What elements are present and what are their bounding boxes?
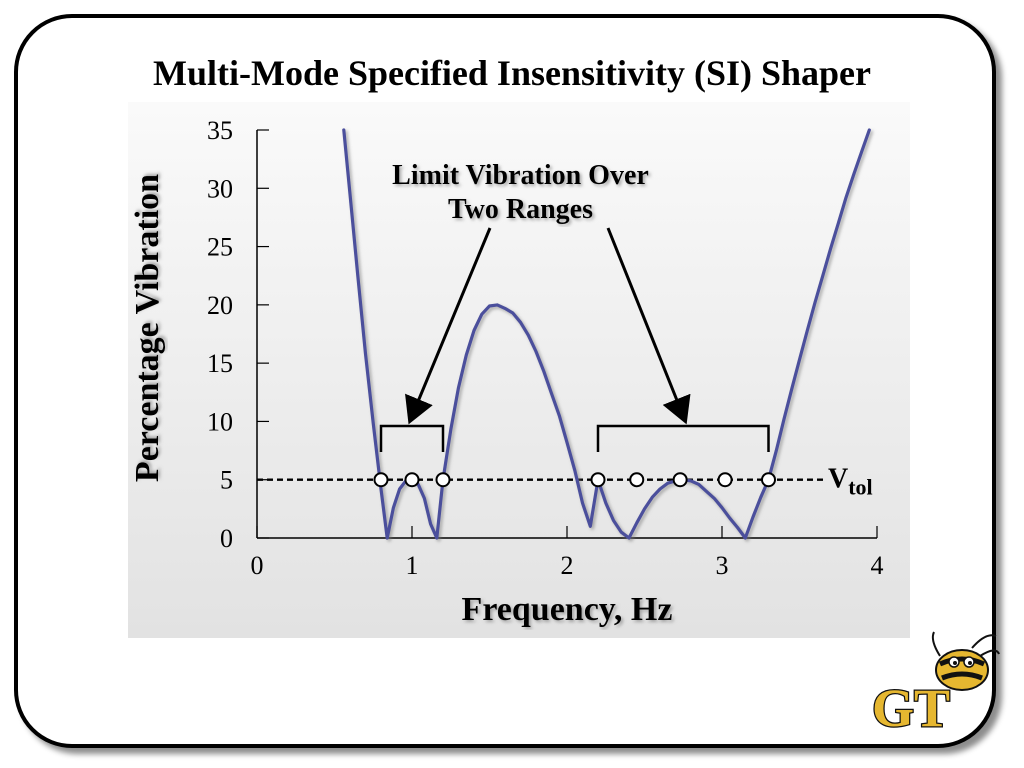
logo-text: GT [872, 678, 950, 738]
y-tick-label: 20 [207, 291, 233, 320]
data-point-marker [590, 472, 606, 488]
x-tick-label: 2 [561, 551, 574, 580]
annotation-line-1: Two Ranges [448, 194, 593, 225]
reference-line-label-subscript: tol [848, 475, 872, 500]
y-tick-label: 0 [220, 524, 233, 553]
data-point-marker [404, 472, 420, 488]
x-tick-label: 3 [716, 551, 729, 580]
slide-title: Multi-Mode Specified Insensitivity (SI) … [152, 53, 871, 93]
data-point-marker [717, 472, 733, 488]
x-tick-label: 1 [406, 551, 419, 580]
y-axis-label: Percentage Vibration [129, 174, 166, 482]
brackets-group [379, 424, 770, 452]
data-point-marker [761, 472, 776, 488]
data-point-marker [435, 472, 451, 488]
data-point-marker [672, 472, 688, 488]
y-tick-label: 30 [207, 174, 233, 203]
chart-background [128, 102, 910, 638]
x-axis-label: Frequency, Hz [462, 591, 673, 628]
annotation-arrow-0 [405, 227, 492, 425]
yellow-jacket-mascot [931, 631, 1000, 691]
yellow-jacket-logo-icon: GT [871, 631, 1000, 738]
y-tick-label: 25 [207, 233, 233, 262]
y-tick-label: 10 [207, 407, 233, 436]
bracket-0 [379, 424, 445, 452]
markers-group [373, 472, 776, 488]
axes: 0 5 10 15 20 25 30 35 0 1 2 3 4 Frequency, Hz Percenta… [129, 116, 884, 628]
annotation-arrow-1 [606, 227, 691, 425]
y-tick-label: 5 [220, 466, 233, 495]
chart: 0 5 10 15 20 25 30 35 0 1 2 3 4 Frequency, Hz Percenta… [128, 102, 910, 638]
y-tick-label: 35 [207, 116, 233, 145]
data-point-marker [373, 472, 389, 488]
x-tick-label: 0 [251, 551, 264, 580]
y-tick-label: 15 [207, 349, 233, 378]
bracket-1 [596, 424, 770, 452]
data-point-marker [629, 472, 645, 488]
annotation-line-0: Limit Vibration Over [392, 160, 649, 191]
x-tick-label: 4 [871, 551, 884, 580]
